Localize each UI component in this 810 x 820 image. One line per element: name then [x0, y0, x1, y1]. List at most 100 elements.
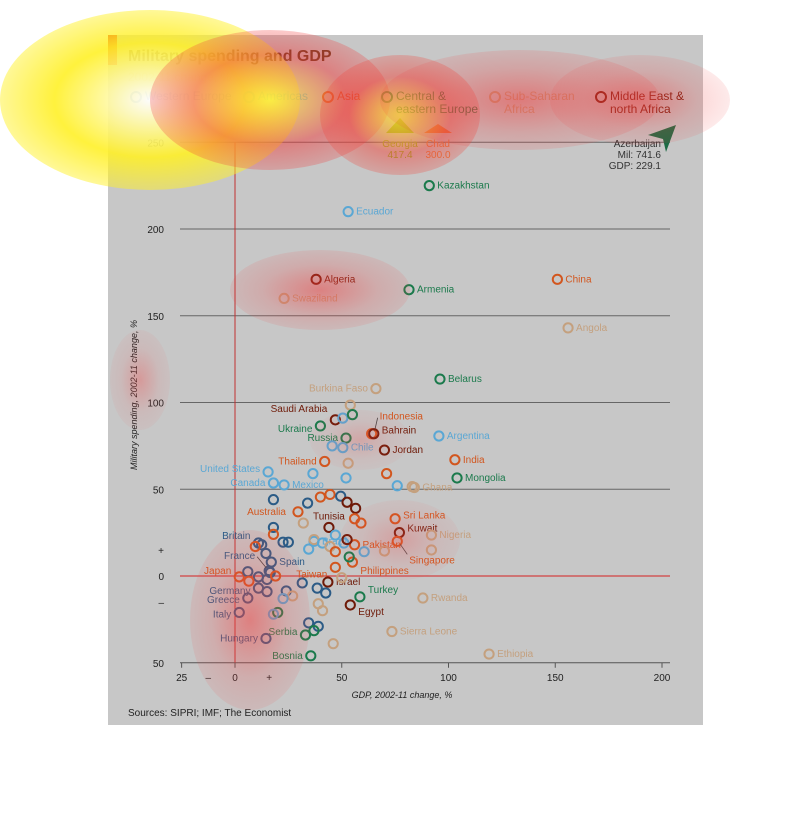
point-label: Sri Lanka — [403, 511, 446, 522]
y-tick-label: 200 — [147, 225, 164, 236]
point-label: Kuwait — [407, 524, 437, 535]
point-label: Egypt — [358, 607, 384, 618]
data-point — [337, 412, 349, 424]
data-point — [329, 546, 341, 558]
data-point — [310, 273, 322, 285]
data-point — [355, 517, 367, 529]
point-label: Japan — [204, 566, 231, 577]
data-point — [368, 428, 380, 440]
point-label: Ethiopia — [497, 649, 534, 660]
y-tick-label: 50 — [153, 659, 165, 670]
x-tick-label: + — [266, 673, 272, 684]
point-label: Sierra Leone — [400, 627, 458, 638]
off-chart-value: 300.0 — [425, 150, 450, 161]
data-point — [301, 497, 314, 509]
chad-up-arrow-icon — [424, 124, 452, 133]
data-point — [337, 442, 349, 454]
source-note: Sources: SIPRI; IMF; The Economist — [128, 708, 292, 719]
off-chart-value: Mil: 741.6 — [618, 150, 662, 161]
point-label: Britain — [222, 531, 250, 542]
point-label: India — [463, 455, 485, 466]
data-point — [343, 551, 355, 563]
data-point — [307, 468, 319, 480]
point-label: Burkina Faso — [309, 384, 368, 395]
data-point — [278, 292, 290, 304]
x-tick-label: 150 — [547, 673, 564, 684]
point-label: Bahrain — [382, 426, 416, 437]
data-point — [451, 472, 463, 484]
x-tick-label: – — [206, 673, 212, 684]
point-label: France — [224, 551, 256, 562]
data-point — [378, 545, 391, 557]
data-point — [358, 546, 370, 558]
point-label: Swaziland — [292, 293, 338, 304]
data-point — [562, 322, 574, 334]
point-label: Turkey — [368, 585, 398, 596]
y-tick-label: 250 — [147, 138, 164, 149]
point-label: United States — [200, 464, 260, 475]
data-point — [341, 496, 353, 508]
data-point — [551, 273, 563, 285]
data-point — [329, 561, 341, 573]
off-chart-label: Azerbaijan — [614, 139, 661, 150]
data-point — [261, 586, 273, 598]
leader-line — [399, 544, 408, 555]
y-tick-label: 100 — [147, 399, 164, 410]
point-label: Mongolia — [465, 473, 506, 484]
point-label: Australia — [247, 507, 286, 518]
point-label: Indonesia — [380, 412, 424, 423]
data-point — [319, 455, 331, 468]
data-point — [386, 625, 398, 638]
y-tick-label: + — [158, 546, 164, 557]
data-point — [323, 521, 335, 534]
data-point — [243, 575, 255, 587]
point-label: Italy — [213, 609, 231, 620]
point-label: Mexico — [292, 480, 324, 491]
y-tick-label: 0 — [158, 572, 164, 583]
y-axis-title: Military spending, 2002-11 change, % — [129, 320, 139, 470]
x-tick-label: 25 — [176, 673, 188, 684]
data-point — [354, 591, 366, 603]
data-point — [483, 648, 495, 660]
data-point — [425, 544, 438, 556]
data-point — [406, 481, 418, 493]
point-label: Singapore — [409, 555, 455, 566]
data-point — [242, 566, 254, 578]
data-point — [433, 430, 445, 442]
data-point — [305, 650, 317, 662]
data-point — [324, 488, 336, 501]
point-label: China — [565, 274, 592, 285]
data-point — [314, 491, 326, 503]
data-point — [342, 206, 354, 218]
data-point — [370, 383, 382, 395]
point-label: Canada — [230, 478, 265, 489]
point-label: Israel — [336, 577, 360, 588]
point-label: Taiwan — [296, 569, 327, 580]
data-point — [423, 180, 435, 192]
data-point — [314, 420, 326, 432]
data-point — [260, 547, 272, 560]
x-tick-label: 50 — [336, 673, 348, 684]
off-chart-value: GDP: 229.1 — [609, 161, 662, 172]
data-point — [316, 605, 329, 617]
data-point — [348, 539, 361, 551]
point-label: Ghana — [422, 483, 452, 494]
data-point — [233, 571, 245, 583]
data-point — [267, 494, 280, 506]
data-point — [335, 490, 347, 502]
data-point — [350, 502, 362, 514]
data-point — [329, 529, 341, 541]
data-point — [287, 590, 299, 602]
data-point — [311, 582, 323, 594]
data-point — [340, 432, 352, 444]
data-point — [434, 373, 446, 385]
off-chart-label: Georgia — [382, 139, 418, 150]
point-label: Ukraine — [278, 424, 313, 435]
point-label: Saudi Arabia — [271, 404, 328, 415]
data-point — [260, 632, 272, 645]
point-label: Thailand — [278, 456, 316, 467]
data-point — [378, 444, 391, 456]
data-point — [340, 472, 352, 484]
point-label: Philippines — [360, 566, 408, 577]
